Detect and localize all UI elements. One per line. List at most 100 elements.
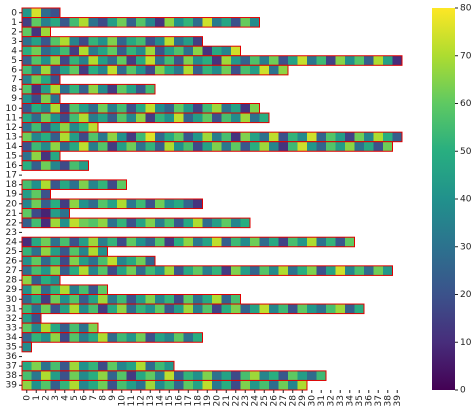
heatmap-cell (164, 370, 175, 381)
heatmap-cell (107, 55, 118, 66)
heatmap-cell (22, 361, 32, 372)
heatmap-cell (307, 370, 317, 381)
heatmap-cell (288, 380, 298, 391)
heatmap-cell (22, 55, 32, 66)
heatmap-cell (155, 370, 165, 381)
x-tick-label: 33 (336, 395, 346, 406)
heatmap-cell (60, 65, 70, 76)
heatmap-cell (41, 246, 51, 257)
heatmap-cell (50, 265, 61, 276)
colorbar-tick-label: 80 (460, 4, 472, 14)
heatmap-cell (31, 284, 42, 295)
heatmap-cell (126, 256, 137, 267)
heatmap-cell (155, 141, 165, 152)
heatmap-cell (335, 304, 346, 314)
heatmap-cell (69, 265, 80, 276)
heatmap-cell (41, 113, 51, 123)
heatmap-cell (79, 103, 89, 114)
heatmap-cell (164, 17, 175, 28)
heatmap-cell (117, 199, 127, 209)
y-tick-label: 23 (6, 228, 17, 238)
heatmap-cell (202, 132, 213, 142)
heatmap-cell (174, 370, 184, 381)
heatmap-cell (250, 103, 260, 114)
y-tick-label: 35 (6, 343, 17, 353)
heatmap-cell (41, 8, 51, 18)
heatmap-cell (297, 370, 308, 381)
heatmap-cell (60, 304, 70, 314)
heatmap-cell (88, 179, 99, 190)
heatmap-cell (126, 113, 137, 123)
heatmap-cell (22, 151, 32, 162)
heatmap-cell (88, 46, 99, 57)
heatmap-cell (117, 237, 127, 248)
heatmap-cell (136, 380, 146, 391)
heatmap-cell (307, 55, 317, 66)
heatmap-cell (164, 65, 175, 76)
heatmap-cell (107, 36, 118, 47)
heatmap-cell (212, 218, 222, 228)
heatmap-cell (174, 103, 184, 114)
heatmap-cell (22, 304, 32, 314)
heatmap-cell (174, 65, 184, 76)
heatmap-cell (145, 380, 156, 391)
heatmap-cell (164, 141, 175, 152)
x-tick-label: 2 (41, 395, 51, 401)
y-tick-label: 9 (11, 94, 17, 104)
heatmap-cell (60, 199, 70, 209)
x-tick-label: 16 (174, 395, 184, 407)
heatmap-cell (60, 237, 70, 248)
heatmap-cell (41, 36, 51, 47)
heatmap-cell (107, 199, 118, 209)
heatmap-cell (193, 36, 203, 47)
heatmap-cell (193, 17, 203, 28)
y-tick-label: 16 (6, 161, 18, 171)
heatmap-cell (212, 380, 222, 391)
heatmap-cell (364, 265, 374, 276)
heatmap-cell (316, 265, 327, 276)
heatmap-cell (22, 342, 32, 353)
heatmap-cell (98, 141, 108, 152)
heatmap-cell (79, 304, 89, 314)
x-tick-label: 38 (383, 395, 393, 407)
heatmap-cell (278, 370, 289, 381)
heatmap-cell (50, 208, 61, 219)
heatmap-cell (278, 65, 289, 76)
heatmap-cell (373, 265, 384, 276)
heatmap-cell (79, 141, 89, 152)
heatmap-cell (107, 46, 118, 57)
heatmap-cell (269, 304, 279, 314)
heatmap-cell (41, 380, 51, 391)
heatmap-cell (297, 132, 308, 142)
heatmap-cell (202, 141, 213, 152)
heatmap-cell (183, 103, 194, 114)
heatmap-cell (202, 17, 213, 28)
heatmap-cell (183, 55, 194, 66)
heatmap-cell (60, 370, 70, 381)
heatmap-cell (288, 141, 298, 152)
heatmap-cell (22, 332, 32, 343)
heatmap-cell (269, 370, 279, 381)
heatmap-cell (145, 103, 156, 114)
heatmap-cell (316, 141, 327, 152)
heatmap-cell (174, 294, 184, 305)
heatmap-cell (231, 304, 241, 314)
heatmap-cell (50, 218, 61, 228)
heatmap-cell (202, 55, 213, 66)
heatmap-cell (155, 36, 165, 47)
heatmap-cell (183, 46, 194, 57)
heatmap-cell (297, 55, 308, 66)
heatmap-cell (88, 284, 99, 295)
heatmap-cell (240, 370, 251, 381)
heatmap-cell (183, 132, 194, 142)
heatmap-cell (31, 189, 42, 200)
heatmap-cell (221, 294, 232, 305)
x-tick-label: 3 (51, 395, 61, 401)
heatmap-cell (22, 237, 32, 248)
heatmap-cell (212, 46, 222, 57)
y-tick-label: 12 (6, 123, 17, 133)
heatmap-cell (98, 218, 108, 228)
heatmap-cell (60, 55, 70, 66)
heatmap-cell (50, 275, 61, 286)
heatmap-cell (183, 218, 194, 228)
